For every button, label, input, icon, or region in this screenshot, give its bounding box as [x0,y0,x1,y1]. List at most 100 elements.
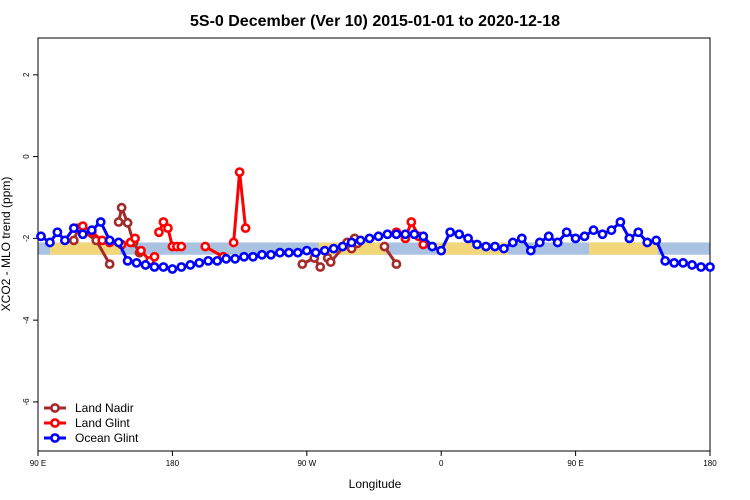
data-point [445,227,456,238]
data-point [687,260,697,270]
data-point [221,253,232,264]
data-point [45,237,55,248]
data-point [230,253,241,264]
data-point [373,231,384,242]
data-point [104,235,115,246]
y-tick-label: 2 [22,72,31,77]
data-point [68,235,79,246]
data-point [561,227,572,238]
data-point [490,241,500,252]
data-point [507,237,518,248]
data-point [136,245,146,256]
data-point [248,251,258,262]
data-point [130,233,140,244]
data-point [660,255,671,266]
data-point [176,262,187,272]
data-point [149,251,160,262]
data-point [176,241,187,252]
land-band [589,242,658,255]
data-point [239,251,249,262]
data-point [203,255,214,266]
series-layer [36,167,715,274]
data-point [427,241,438,252]
legend-item: Ocean Glint [44,431,139,445]
data-point [59,235,70,246]
data-point [113,217,124,227]
data-point [406,217,417,227]
data-point [472,239,482,250]
data-point [364,233,375,244]
data-point [391,259,402,270]
chart-title: 5S-0 December (Ver 10) 2015-01-01 to 202… [190,13,560,30]
data-point [669,258,680,268]
data-point [325,257,336,267]
plot-frame [37,37,711,452]
data-point [606,225,617,236]
legend-label: Land Glint [75,416,130,430]
data-point [149,262,160,272]
y-axis-label: XCO2 - MLO trend (ppm) [0,177,13,312]
data-point [257,249,267,260]
data-point [588,225,599,236]
legend-label: Ocean Glint [75,431,139,445]
data-point [122,217,133,228]
data-point [633,227,644,238]
y-axis: 2 0 -2 -4 -6 [22,72,38,405]
data-point [163,223,173,234]
x-tick-label: 90 W [297,459,316,468]
data-point [499,243,509,254]
data-point [97,235,108,246]
data-point [86,225,97,236]
data-point [36,231,46,242]
data-point [615,217,626,227]
data-point [651,235,662,246]
data-point [436,245,447,256]
data-point [379,241,390,252]
data-point [409,229,420,240]
data-point [481,241,491,252]
x-tick-label: 90 E [30,459,46,468]
data-point [131,258,142,268]
data-point [579,231,590,242]
data-point [328,243,339,254]
legend-label: Land Nadir [75,401,134,415]
data-point [68,223,79,234]
data-point [154,227,164,238]
x-tick-label: 180 [703,459,717,468]
data-point [624,233,635,244]
data-point [122,255,133,266]
data-point [454,229,465,240]
data-point [525,245,536,256]
data-point [382,229,393,240]
data-point [113,237,124,248]
data-point [77,221,88,231]
data-point [158,217,169,227]
data-point [116,202,127,213]
data-point [297,259,308,270]
x-axis: 90 E 180 90 W 0 90 E 180 [30,451,717,468]
x-axis-label: Longitude [349,477,402,491]
x-tick-label: 180 [166,459,180,468]
data-point [158,262,169,272]
legend-marker [50,433,60,443]
data-point [315,262,326,272]
data-point [346,237,357,248]
data-point [534,237,545,248]
data-point [391,229,402,240]
data-point [275,247,285,258]
data-point [283,247,294,258]
data-point [292,247,303,258]
data-point [552,237,563,248]
y-tick-label: -6 [22,398,31,406]
data-point [696,262,706,272]
y-tick-label: -2 [22,234,31,242]
data-point [400,229,411,240]
data-point [140,260,151,270]
data-point [705,262,715,272]
y-tick-label: 0 [22,154,31,159]
data-point [418,231,429,242]
data-point [194,258,205,268]
data-point [228,237,239,248]
